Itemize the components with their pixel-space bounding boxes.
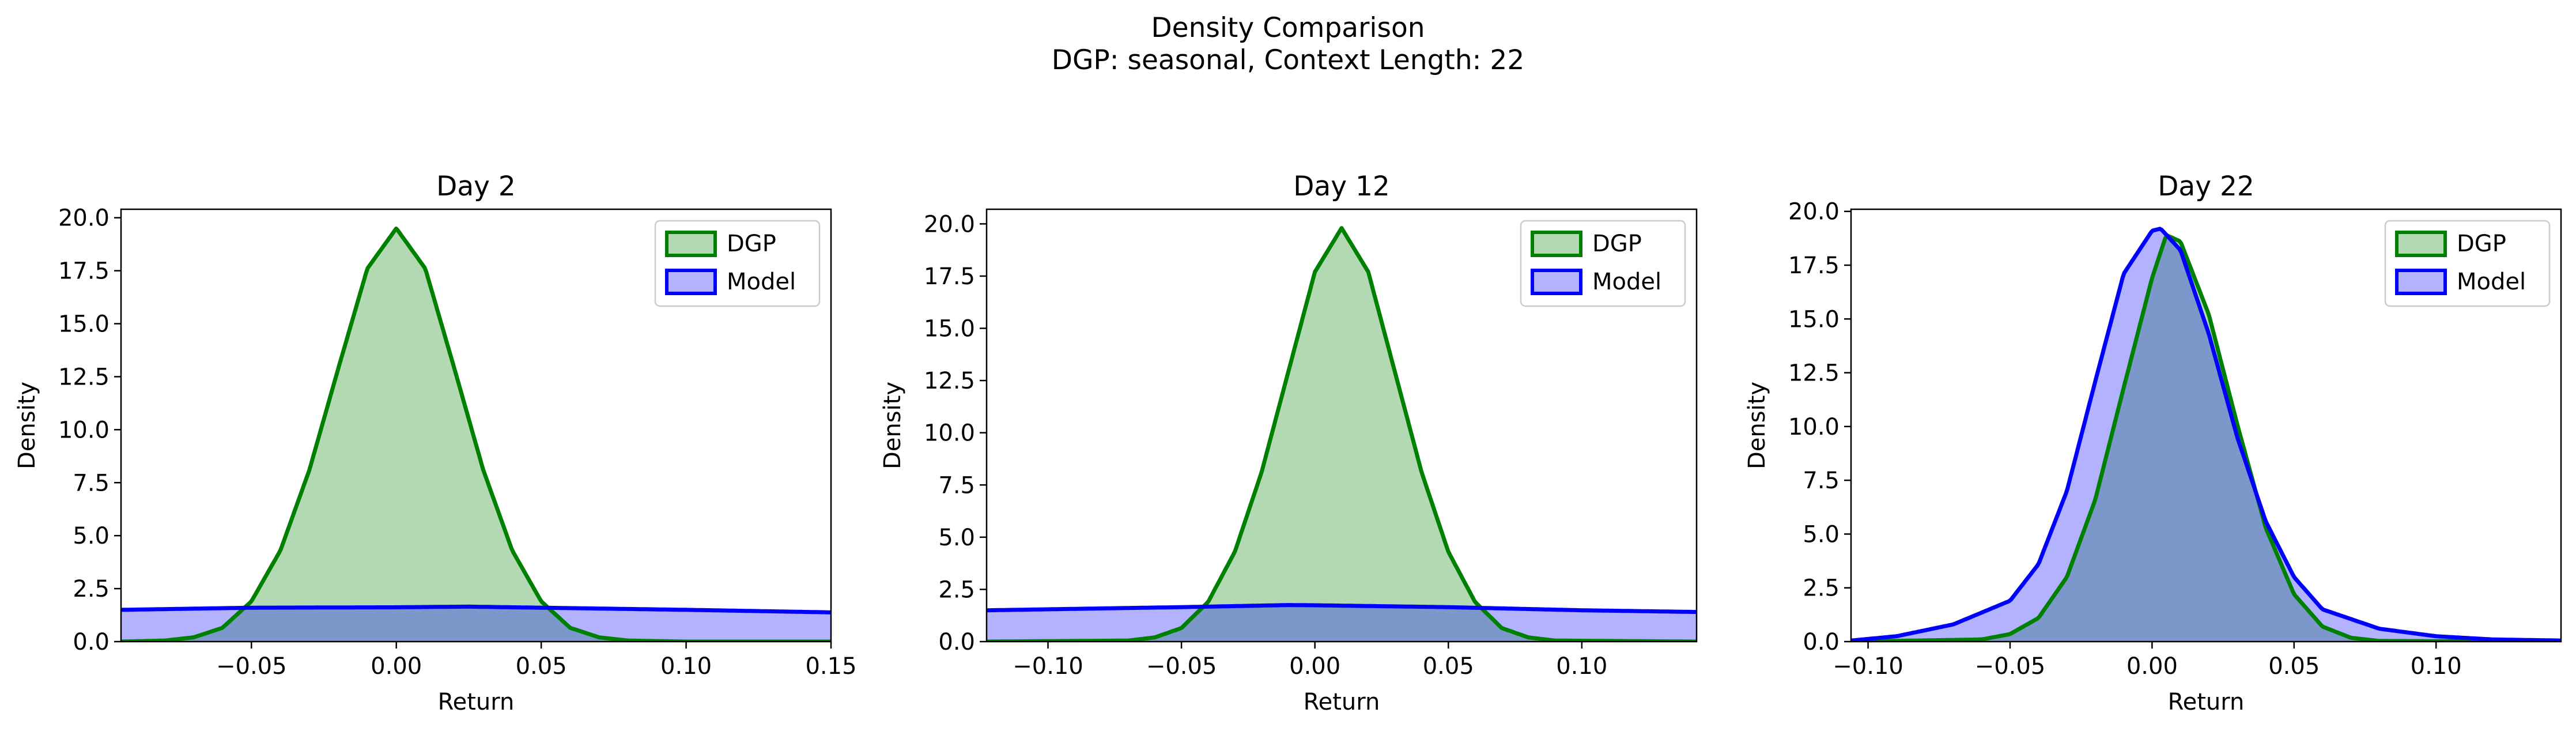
x-axis-label: Return xyxy=(438,689,515,715)
model-density-area xyxy=(1851,228,2561,642)
y-tick-label: 12.5 xyxy=(1788,360,1840,387)
x-tick-label: 0.05 xyxy=(2268,653,2320,680)
x-axis-label: Return xyxy=(2168,689,2245,715)
model-legend-label: Model xyxy=(2457,269,2526,295)
model-legend-swatch xyxy=(665,269,717,295)
y-tick-label: 15.0 xyxy=(1788,306,1840,333)
y-tick-label: 2.5 xyxy=(938,576,975,603)
y-tick-label: 7.5 xyxy=(938,472,975,499)
y-tick-label: 0.0 xyxy=(938,629,975,655)
axes-frame xyxy=(120,208,832,643)
y-tick-label: 10.0 xyxy=(924,420,975,447)
y-tick-label: 7.5 xyxy=(73,470,109,496)
y-tick-label: 15.0 xyxy=(924,316,975,342)
y-tick-label: 17.5 xyxy=(58,258,109,285)
x-tick-label: −0.10 xyxy=(1833,653,1903,680)
figure-title-line1: Density Comparison xyxy=(1151,12,1425,44)
x-tick-label: −0.05 xyxy=(1975,653,2046,680)
legend-box xyxy=(2384,220,2551,307)
x-tick-label: −0.05 xyxy=(1146,653,1217,680)
dgp-legend-label: DGP xyxy=(2457,231,2506,257)
y-tick-label: 5.0 xyxy=(1803,521,1840,548)
x-tick-label: −0.10 xyxy=(1013,653,1083,680)
dgp-legend-swatch xyxy=(665,231,717,257)
y-tick-label: 10.0 xyxy=(58,417,109,443)
panel-1: −0.05 0.00 0.05 0.10 0.15 0.0 2.5 5.0 7.5 10.0 12.… xyxy=(14,171,857,715)
axes-frame xyxy=(985,208,1698,643)
model-legend-swatch xyxy=(2395,269,2447,295)
y-tick-label: 2.5 xyxy=(73,576,109,602)
y-tick-label: 10.0 xyxy=(1788,414,1840,440)
model-density-area xyxy=(121,606,831,642)
y-axis-label: Density xyxy=(879,382,906,469)
panel-2: −0.10 −0.05 0.00 0.05 0.10 0.0 2.5 5.0 7.5 10.0 12… xyxy=(879,171,1698,715)
y-tick-label: 0.0 xyxy=(73,629,109,655)
panel-title: Day 2 xyxy=(436,171,516,202)
model-density-line xyxy=(121,604,831,615)
x-tick-label: 0.10 xyxy=(2411,653,2462,680)
dgp-legend-label: DGP xyxy=(727,231,776,257)
y-tick-label: 2.5 xyxy=(1803,575,1840,602)
x-tick-label: 0.05 xyxy=(1423,653,1474,680)
x-tick-label: −0.05 xyxy=(216,653,287,680)
x-tick-label: 0.00 xyxy=(1289,653,1340,680)
model-legend-swatch xyxy=(1531,269,1582,295)
dgp-legend-label: DGP xyxy=(1592,231,1642,257)
model-density-line xyxy=(1851,227,2561,642)
y-tick-label: 20.0 xyxy=(1788,199,1840,225)
y-tick-label: 0.0 xyxy=(1803,629,1840,655)
figure-title-line2: DGP: seasonal, Context Length: 22 xyxy=(1052,44,1524,76)
dgp-density-area xyxy=(121,228,831,642)
y-tick-label: 20.0 xyxy=(924,211,975,238)
legend: DGP Model xyxy=(2384,220,2551,307)
legend-box xyxy=(1520,220,1686,307)
y-tick-label: 12.5 xyxy=(58,364,109,390)
y-tick-label: 7.5 xyxy=(1803,468,1840,494)
model-legend-label: Model xyxy=(1592,269,1661,295)
y-tick-label: 17.5 xyxy=(924,263,975,290)
x-tick-label: 0.10 xyxy=(660,653,712,680)
y-tick-label: 15.0 xyxy=(58,311,109,338)
panel-title: Day 12 xyxy=(1293,171,1390,202)
plot-area xyxy=(987,226,1697,642)
x-tick-label: 0.05 xyxy=(516,653,567,680)
dgp-legend-swatch xyxy=(1531,231,1582,257)
y-tick-label: 5.0 xyxy=(938,525,975,551)
model-density-line xyxy=(987,603,1697,615)
legend-box xyxy=(654,220,821,307)
x-axis-label: Return xyxy=(1304,689,1380,715)
axes-frame xyxy=(1850,208,2562,643)
panel-title: Day 22 xyxy=(2158,171,2254,202)
y-axis-label: Density xyxy=(14,382,40,469)
x-tick-label: 0.15 xyxy=(805,653,856,680)
dgp-density-area xyxy=(1851,235,2561,642)
dgp-legend-swatch xyxy=(2395,231,2447,257)
model-legend-label: Model xyxy=(727,269,796,295)
x-tick-label: 0.10 xyxy=(1556,653,1607,680)
legend: DGP Model xyxy=(1520,220,1686,307)
y-tick-label: 17.5 xyxy=(1788,252,1840,279)
y-tick-label: 5.0 xyxy=(73,523,109,549)
x-tick-label: 0.00 xyxy=(371,653,422,680)
dgp-density-area xyxy=(987,228,1697,642)
y-tick-label: 12.5 xyxy=(924,368,975,394)
dgp-density-line xyxy=(987,226,1697,642)
y-axis-label: Density xyxy=(1744,382,1770,469)
y-tick-label: 20.0 xyxy=(58,205,109,232)
plot-area xyxy=(121,227,831,642)
legend: DGP Model xyxy=(654,220,821,307)
x-tick-label: 0.00 xyxy=(2126,653,2178,680)
dgp-density-line xyxy=(121,227,831,642)
panel-3: −0.10 −0.05 0.00 0.05 0.10 0.0 2.5 5.0 7.5 10.0 12… xyxy=(1744,171,2562,715)
